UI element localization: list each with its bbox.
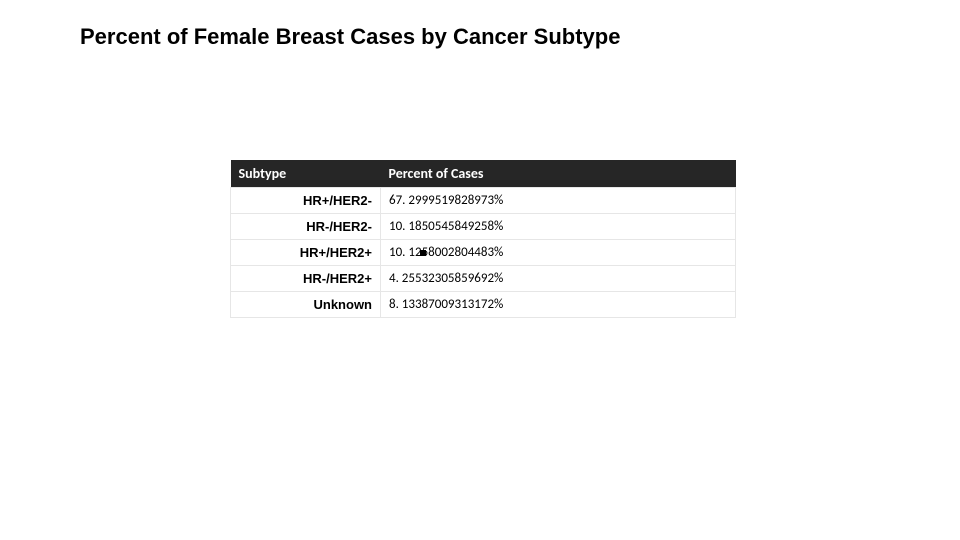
percent-cell: 8. 13387009313172% [381,292,736,318]
column-header-subtype: Subtype [231,160,381,188]
subtype-cell: Unknown [231,292,381,318]
page-title: Percent of Female Breast Cases by Cancer… [80,24,620,50]
table-header-row: Subtype Percent of Cases [231,160,736,188]
subtype-table: Subtype Percent of Cases HR+/HER2- 67. 2… [230,160,736,318]
stray-dot-icon [420,250,426,256]
percent-cell: 10. 1850545849258% [381,214,736,240]
subtype-cell: HR+/HER2+ [231,240,381,266]
subtype-cell: HR+/HER2- [231,188,381,214]
percent-cell: 10. 1258002804483% [381,240,736,266]
subtype-cell: HR-/HER2+ [231,266,381,292]
column-header-percent: Percent of Cases [381,160,736,188]
subtype-cell: HR-/HER2- [231,214,381,240]
table-container: Subtype Percent of Cases HR+/HER2- 67. 2… [230,160,735,318]
percent-cell: 67. 2999519828973% [381,188,736,214]
table-row: HR+/HER2+ 10. 1258002804483% [231,240,736,266]
table-row: HR+/HER2- 67. 2999519828973% [231,188,736,214]
page: Percent of Female Breast Cases by Cancer… [0,0,960,540]
percent-cell: 4. 25532305859692% [381,266,736,292]
table-row: HR-/HER2+ 4. 25532305859692% [231,266,736,292]
table-row: Unknown 8. 13387009313172% [231,292,736,318]
table-row: HR-/HER2- 10. 1850545849258% [231,214,736,240]
